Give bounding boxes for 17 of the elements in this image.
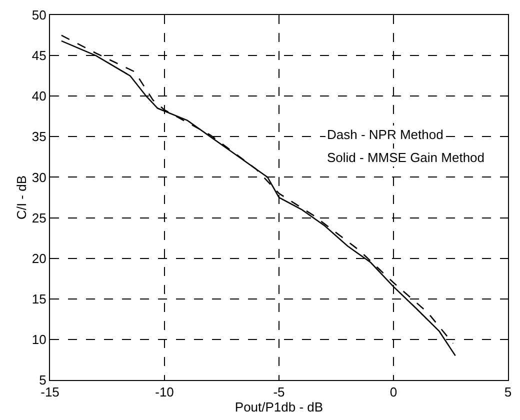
y-tick-label: 45 [32,48,46,64]
y-axis-title: C/I - dB [14,175,29,220]
annotation: Dash - NPR Method [327,127,444,142]
x-tick-label: -5 [273,384,285,400]
y-tick-label: 50 [32,8,46,23]
x-axis-title: Pout/P1db - dB [234,400,324,415]
y-tick-label: 40 [32,88,46,104]
y-tick-label: 20 [32,250,46,266]
y-tick-label: 10 [32,332,46,347]
y-tick-label: 35 [32,129,46,144]
x-tick-label: 0 [390,384,398,400]
x-tick-label: 5 [504,384,512,400]
y-tick-label: 30 [32,170,46,185]
annotation: Solid - MMSE Gain Method [327,150,485,165]
y-tick-label: 25 [32,210,46,226]
x-tick-label: -10 [155,384,174,400]
y-tick-label: 15 [32,291,46,306]
